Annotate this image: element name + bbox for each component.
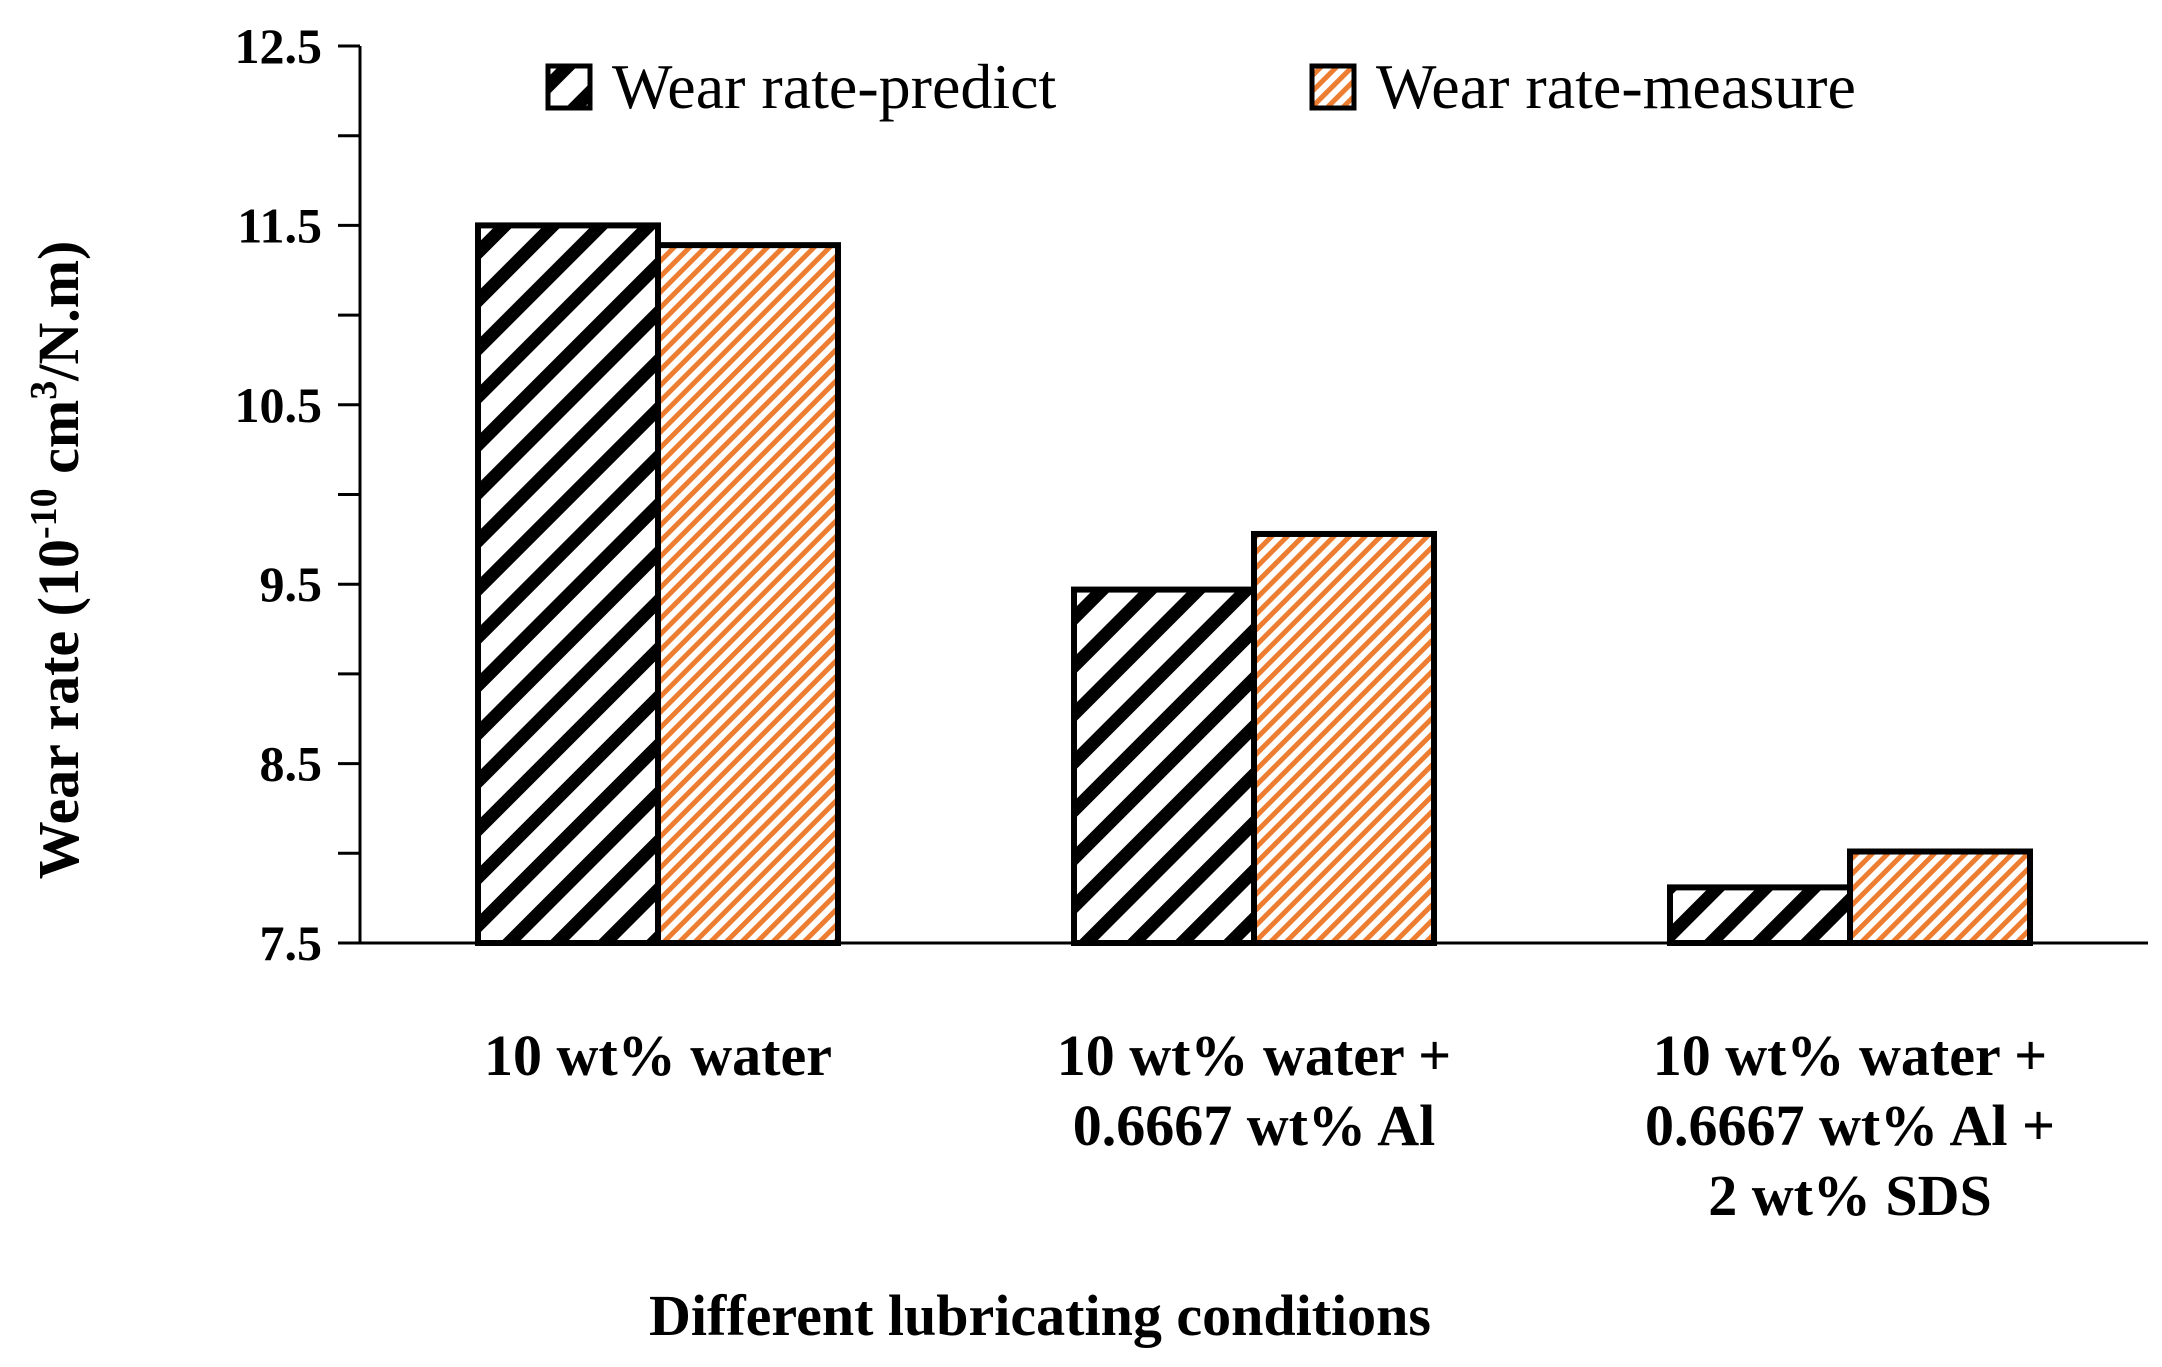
category-label-water-al-sds: 10 wt% water +0.6667 wt% Al +2 wt% SDS — [1645, 1023, 2055, 1228]
category-label-line: 2 wt% SDS — [1708, 1163, 1992, 1228]
x-axis-title: Different lubricating conditions — [649, 1283, 1431, 1348]
y-tick-label: 11.5 — [237, 197, 322, 253]
y-tick-label: 8.5 — [260, 736, 323, 792]
bar-measure-water-al — [1251, 530, 1437, 947]
category-label-line: 0.6667 wt% Al + — [1645, 1093, 2055, 1158]
category-label-water-al: 10 wt% water +0.6667 wt% Al — [1057, 1023, 1451, 1158]
bar-predict-water — [475, 222, 661, 946]
category-label-line: 10 wt% water — [484, 1023, 832, 1088]
legend-label-predict: Wear rate-predict — [612, 51, 1057, 122]
legend-label-measure: Wear rate-measure — [1376, 51, 1856, 122]
y-tick-label: 7.5 — [260, 915, 323, 971]
bar-predict-water-al-sds — [1667, 884, 1853, 946]
bar-measure-water-al-sds — [1847, 848, 2033, 946]
category-label-water: 10 wt% water — [484, 1023, 832, 1088]
category-label-line: 10 wt% water + — [1653, 1023, 2047, 1088]
category-label-line: 0.6667 wt% Al — [1073, 1093, 1436, 1158]
y-tick-label: 12.5 — [235, 18, 323, 74]
y-tick-label: 9.5 — [260, 556, 323, 612]
y-tick-label: 10.5 — [235, 377, 323, 433]
legend-swatch-predict — [545, 63, 593, 111]
category-label-line: 10 wt% water + — [1057, 1023, 1451, 1088]
y-axis-title: Wear rate (10-10 cm3/N.m) — [23, 241, 91, 880]
legend: Wear rate-predict Wear rate-measure — [545, 51, 1856, 122]
legend-swatch-measure — [1309, 63, 1357, 111]
bar-measure-water — [655, 242, 841, 947]
bar-predict-water-al — [1071, 586, 1257, 946]
